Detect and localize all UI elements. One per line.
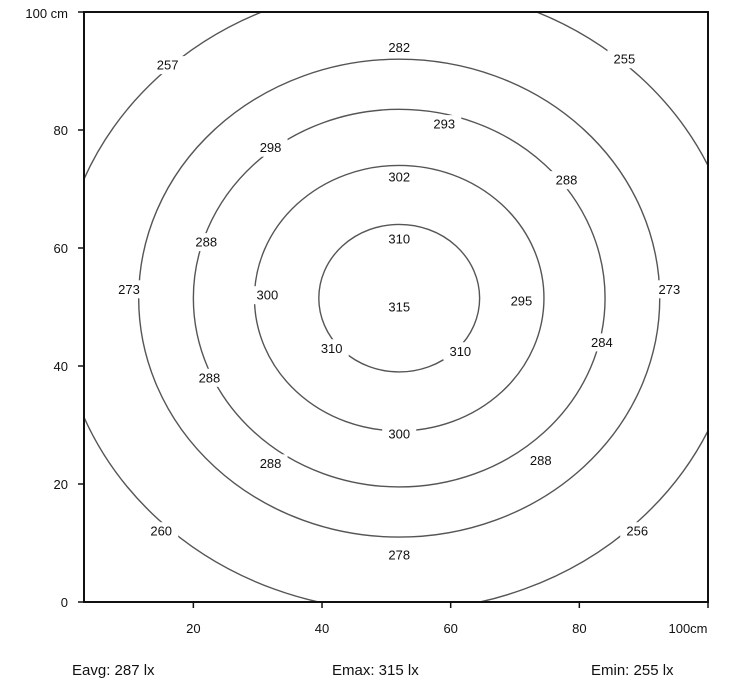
contour-label: 295 <box>511 294 533 309</box>
contour-label: 273 <box>659 282 681 297</box>
contour-label: 302 <box>388 170 410 185</box>
contour-label: 315 <box>388 300 410 315</box>
contour-label-gap <box>250 286 285 305</box>
contour-label: 298 <box>260 140 282 155</box>
plot-frame <box>83 11 709 603</box>
contour-label-gap <box>504 292 539 311</box>
x-tick-label: 80 <box>572 621 586 636</box>
contour-label: 293 <box>433 117 455 132</box>
y-tick-label: 0 <box>61 595 68 610</box>
contour-label: 288 <box>199 370 221 385</box>
contour-label-gap <box>192 368 227 387</box>
y-tick-label: 60 <box>54 241 68 256</box>
y-axis: 0 20 40 60 80 100 cm <box>25 6 84 610</box>
y-tick-label: 100 cm <box>25 6 68 21</box>
contour-label: 273 <box>118 282 140 297</box>
x-tick-label: 20 <box>186 621 200 636</box>
contour-label-gap <box>620 522 655 541</box>
contour-label-gap <box>584 333 619 352</box>
contour-label-gap <box>382 230 417 249</box>
contour-label: 288 <box>260 456 282 471</box>
contour-label: 310 <box>321 341 343 356</box>
contour-label-gap <box>112 280 147 299</box>
contour-label-gap <box>382 168 417 187</box>
contour-line-3 <box>192 108 606 488</box>
contour-label: 284 <box>591 335 613 350</box>
y-tick-label: 80 <box>54 123 68 138</box>
contour-labels: 315 310 310 310 302 300 300 295 293 298 288 288 288 2… <box>112 38 687 564</box>
contour-label: 288 <box>530 453 552 468</box>
contour-label: 257 <box>157 58 179 73</box>
contour-label: 310 <box>388 232 410 247</box>
contour-label: 255 <box>614 52 636 67</box>
contour-label-gap <box>382 545 417 564</box>
x-tick-label: 100cm <box>668 621 707 636</box>
contour-label-gap <box>652 280 687 299</box>
x-tick-label: 40 <box>315 621 329 636</box>
contour-label: 310 <box>449 344 471 359</box>
contour-label-gap <box>607 50 642 69</box>
stat-emax: Emax: 315 lx <box>332 662 419 679</box>
contour-label-gap <box>382 424 417 443</box>
y-tick-label: 20 <box>54 477 68 492</box>
contour-label-gap <box>549 171 584 190</box>
contour-label: 260 <box>150 524 172 539</box>
contour-line-1 <box>318 223 481 373</box>
contour-label-gap <box>382 38 417 57</box>
x-tick-label: 60 <box>443 621 457 636</box>
contour-label-gap <box>314 339 349 358</box>
contour-label-gap <box>253 454 288 473</box>
contour-label: 288 <box>195 235 217 250</box>
contour-label-gap <box>443 342 478 361</box>
y-tick-label: 40 <box>54 359 68 374</box>
contour-label-gap <box>382 298 417 316</box>
contour-label-gap <box>189 233 224 252</box>
contour-label: 282 <box>388 40 410 55</box>
illuminance-contour-chart: 315 310 310 310 302 300 300 295 293 298 288 288 288 2… <box>25 6 709 636</box>
contour-label-gap <box>253 138 288 157</box>
stat-eavg: Eavg: 287 lx <box>72 662 155 679</box>
contour-label: 256 <box>626 524 648 539</box>
contour-label: 300 <box>256 288 278 303</box>
contour-label-gap <box>144 522 179 541</box>
x-axis: 20 40 60 80 100cm <box>186 602 709 636</box>
contour-label: 278 <box>388 547 410 562</box>
contour-label: 300 <box>388 426 410 441</box>
contour-label: 288 <box>556 173 578 188</box>
contour-label-gap <box>150 56 185 75</box>
contour-label-gap <box>523 451 558 470</box>
contour-label-gap <box>427 115 462 134</box>
stat-emin: Emin: 255 lx <box>591 662 674 679</box>
